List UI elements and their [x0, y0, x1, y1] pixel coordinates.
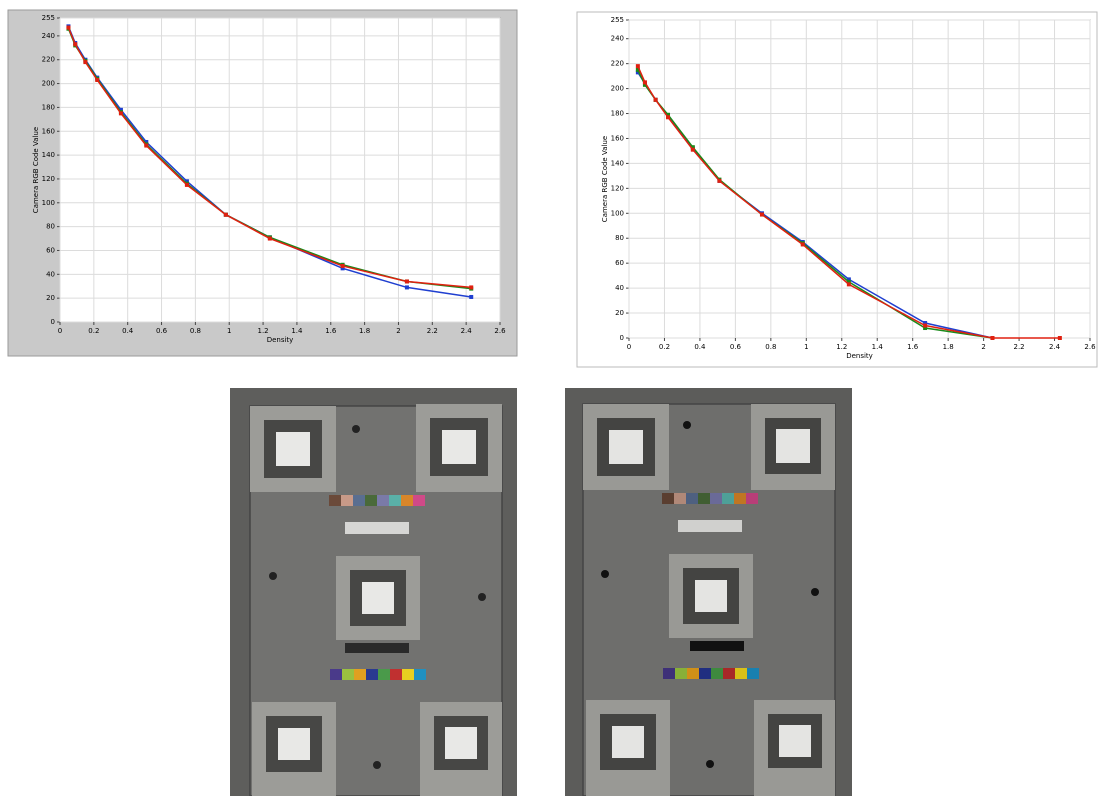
y-tick-label: 40 [46, 270, 55, 278]
y-axis-label: Camera RGB Code Value [601, 136, 609, 222]
x-tick-label: 2 [396, 327, 400, 335]
x-tick-label: 0.8 [765, 343, 776, 351]
y-tick-label: 60 [46, 246, 55, 254]
y-tick-label: 0 [620, 334, 624, 342]
data-point [666, 115, 670, 119]
y-tick-label: 80 [615, 234, 624, 242]
photo [565, 388, 852, 796]
data-point [144, 144, 148, 148]
x-axis-label: Density [846, 352, 873, 360]
y-tick-label: 160 [42, 127, 55, 135]
y-tick-label: 100 [611, 209, 624, 217]
data-point [405, 285, 409, 289]
data-point [654, 98, 658, 102]
x-tick-label: 0.2 [659, 343, 670, 351]
x-tick-label: 2.6 [494, 327, 506, 335]
data-point [636, 64, 640, 68]
x-tick-label: 2 [981, 343, 985, 351]
data-point [73, 42, 77, 46]
data-point [405, 279, 409, 283]
data-point [83, 60, 87, 64]
data-point [760, 213, 764, 217]
y-tick-label: 200 [611, 85, 624, 93]
data-point [469, 285, 473, 289]
x-tick-label: 0.4 [694, 343, 706, 351]
x-tick-label: 2.6 [1084, 343, 1096, 351]
y-tick-label: 120 [42, 175, 55, 183]
x-tick-label: 1.8 [359, 327, 370, 335]
y-tick-label: 140 [42, 151, 55, 159]
y-tick-label: 60 [615, 259, 624, 267]
x-tick-label: 2.4 [461, 327, 473, 335]
y-tick-label: 180 [42, 103, 55, 111]
x-tick-label: 0.8 [190, 327, 201, 335]
data-point [185, 183, 189, 187]
y-tick-label: 240 [42, 32, 55, 40]
y-tick-label: 220 [42, 56, 55, 64]
data-point [923, 324, 927, 328]
x-tick-label: 1 [804, 343, 808, 351]
photo [230, 388, 517, 796]
data-point [990, 336, 994, 340]
page: 02040608010012014016018020022024025500.2… [0, 0, 1104, 800]
x-tick-label: 0 [627, 343, 631, 351]
data-point [119, 111, 123, 115]
x-tick-label: 0 [58, 327, 62, 335]
y-tick-label: 20 [46, 294, 55, 302]
x-tick-label: 0.6 [730, 343, 742, 351]
y-tick-label: 40 [615, 284, 624, 292]
y-tick-label: 140 [611, 159, 624, 167]
x-tick-label: 1.6 [907, 343, 919, 351]
data-point [268, 237, 272, 241]
y-tick-label: 200 [42, 80, 55, 88]
data-point [691, 148, 695, 152]
x-tick-label: 1 [227, 327, 231, 335]
data-point [643, 80, 647, 84]
screen: 02040608010012014016018020022024025500.2… [0, 0, 1104, 796]
y-tick-label: 20 [615, 309, 624, 317]
x-tick-label: 1.2 [836, 343, 847, 351]
x-tick-label: 1.6 [325, 327, 337, 335]
y-tick-label: 120 [611, 184, 624, 192]
x-tick-label: 0.2 [88, 327, 99, 335]
x-tick-label: 2.2 [427, 327, 438, 335]
y-tick-label: 255 [611, 16, 624, 24]
x-tick-label: 1.4 [291, 327, 303, 335]
data-point [801, 242, 805, 246]
x-axis-label: Density [267, 336, 294, 344]
x-tick-label: 2.4 [1049, 343, 1061, 351]
data-point [717, 179, 721, 183]
x-tick-label: 1.2 [258, 327, 269, 335]
plot-area [60, 18, 500, 322]
y-axis-label: Camera RGB Code Value [32, 127, 40, 213]
y-tick-label: 180 [611, 110, 624, 118]
x-tick-label: 2.2 [1014, 343, 1025, 351]
x-tick-label: 0.6 [156, 327, 168, 335]
data-point [95, 78, 99, 82]
chart: 0 20 40 60 80 100 120 140 160 180 200 220 240 255 0 0.2… [601, 16, 1096, 360]
y-tick-label: 80 [46, 223, 55, 231]
x-tick-label: 0.4 [122, 327, 134, 335]
y-tick-label: 0 [51, 318, 55, 326]
chart: 0 20 40 60 80 100 120 140 160 180 200 220 240 255 0 0.2… [32, 14, 506, 344]
data-point [847, 282, 851, 286]
data-point [224, 213, 228, 217]
y-tick-label: 255 [42, 14, 55, 22]
x-tick-label: 1.4 [872, 343, 884, 351]
y-tick-label: 240 [611, 35, 624, 43]
data-point [341, 264, 345, 268]
x-tick-label: 1.8 [943, 343, 954, 351]
y-tick-label: 220 [611, 60, 624, 68]
y-tick-label: 160 [611, 134, 624, 142]
data-point [66, 26, 70, 30]
y-tick-label: 100 [42, 199, 55, 207]
data-point [1058, 336, 1062, 340]
data-point [469, 295, 473, 299]
